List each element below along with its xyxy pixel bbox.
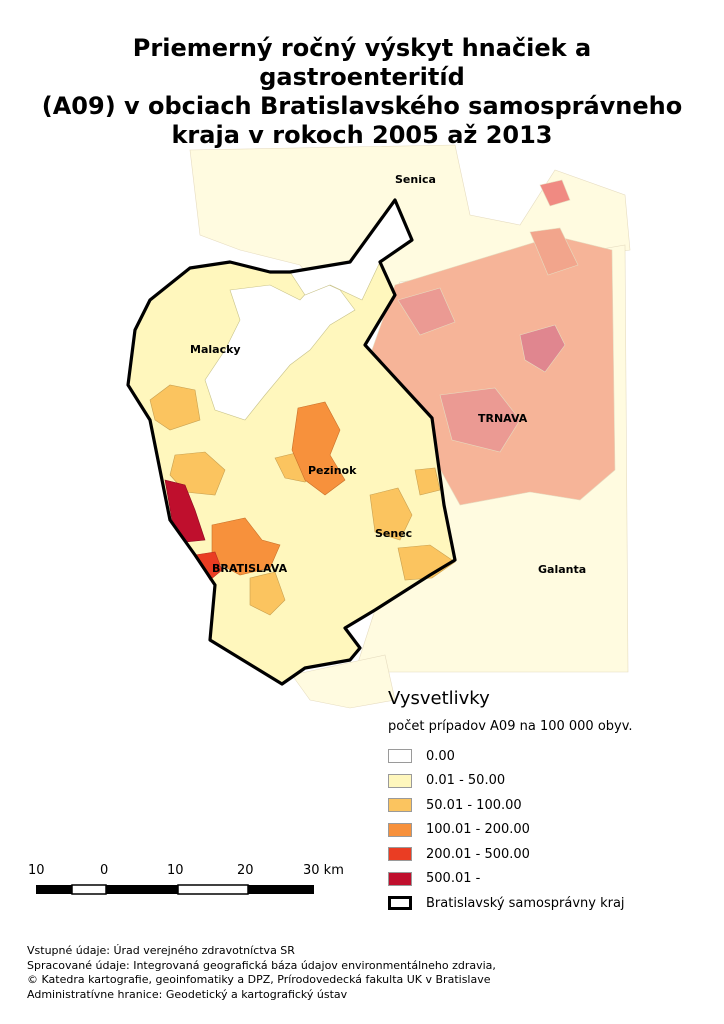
legend-boundary-swatch [388,896,412,911]
legend-boundary-label: Bratislavský samosprávny kraj [426,895,625,911]
legend-swatch [388,822,412,837]
legend-item-label: 500.01 - [426,871,481,887]
legend-item-label: 0.01 - 50.00 [426,773,506,789]
trnava-patch-2 [397,287,456,336]
legend-title: Vysvetlivky [388,688,490,709]
city-label-galanta: Galanta [538,563,586,576]
legend-item-label: 50.01 - 100.00 [426,797,522,813]
scale-tick-label-3: 20 [237,863,254,878]
region-boundary [126,198,457,686]
title-line-2: (A09) v obciach Bratislavského samospráv… [41,92,683,120]
legend-swatch [388,847,412,862]
scale-tick-label-1: 0 [100,863,108,878]
class3-area-pezinok [291,401,346,496]
scale-tick-label-0: 10 [28,863,45,878]
class2-area-west [149,384,201,431]
trnava-patch-3 [529,227,579,276]
source-credits: Vstupné údaje: Úrad verejného zdravotníc… [27,944,496,1002]
scale-tick-label-4: 30 km [303,863,344,878]
class5-area-devin [164,479,206,543]
trnava-patch-1 [439,387,521,453]
senica-red-spot [539,179,571,207]
credit-line-3: © Katedra kartografie, geoinfomatiky a D… [27,973,491,986]
legend-swatch [388,871,412,886]
legend-item-label: 200.01 - 500.00 [426,846,530,862]
legend-subtitle: počet prípadov A09 na 100 000 obyv. [388,719,633,734]
city-label-bratislava: BRATISLAVA [212,562,288,575]
legend: Vysvetlivky počet prípadov A09 na 100 00… [388,688,708,916]
outside-area-south [291,654,396,709]
legend-item: 200.01 - 500.00 [388,842,708,867]
legend-item-label: 100.01 - 200.00 [426,822,530,838]
scale-tick-label-2: 10 [167,863,184,878]
legend-swatch [388,798,412,813]
credit-line-2: Spracované údaje: Integrovaná geografick… [27,958,496,972]
class2-area-senec [369,487,413,541]
title-line-3: kraja v rokoch 2005 až 2013 [171,121,553,149]
city-label-pezinok: Pezinok [308,464,357,477]
class2-area-east [414,467,441,496]
map-title: Priemerný ročný výskyt hnačiek a gastroe… [30,34,694,150]
bratislava-region [126,198,457,686]
legend-item: 100.01 - 200.00 [388,818,708,843]
legend-item-label: 0.00 [426,748,455,764]
credit-line-1: Vstupné údaje: Úrad verejného zdravotníc… [27,944,295,957]
scale-segment-4 [177,884,249,895]
city-label-senica: Senica [395,173,436,186]
city-label-trnava: TRNAVA [478,412,528,425]
legend-item: 500.01 - [388,867,708,892]
scale-segment-3 [106,885,178,894]
legend-item: 0.00 [388,744,708,769]
trnava-dark-area [519,324,566,373]
scale-segment-2 [71,884,107,895]
city-label-malacky: Malacky [190,343,241,356]
credit-line-4: Administratívne hranice: Geodetický a ka… [27,987,348,1001]
legend-item-boundary: Bratislavský samosprávny kraj [388,891,708,916]
legend-item: 0.01 - 50.00 [388,769,708,794]
scale-bar: 10 0 10 20 30 km [28,863,344,895]
class2-area-bratislava-east [249,571,286,616]
scale-segment-5 [248,885,314,894]
outside-area-north [189,144,631,346]
legend-swatch [388,749,412,764]
class2-area-senec-south [397,544,456,581]
legend-swatch [388,773,412,788]
class2-area-southwest [169,451,226,496]
title-line-1: Priemerný ročný výskyt hnačiek a gastroe… [132,34,592,91]
legend-item: 50.01 - 100.00 [388,793,708,818]
city-label-senec: Senec [375,527,412,540]
scale-segment-1 [36,885,72,894]
